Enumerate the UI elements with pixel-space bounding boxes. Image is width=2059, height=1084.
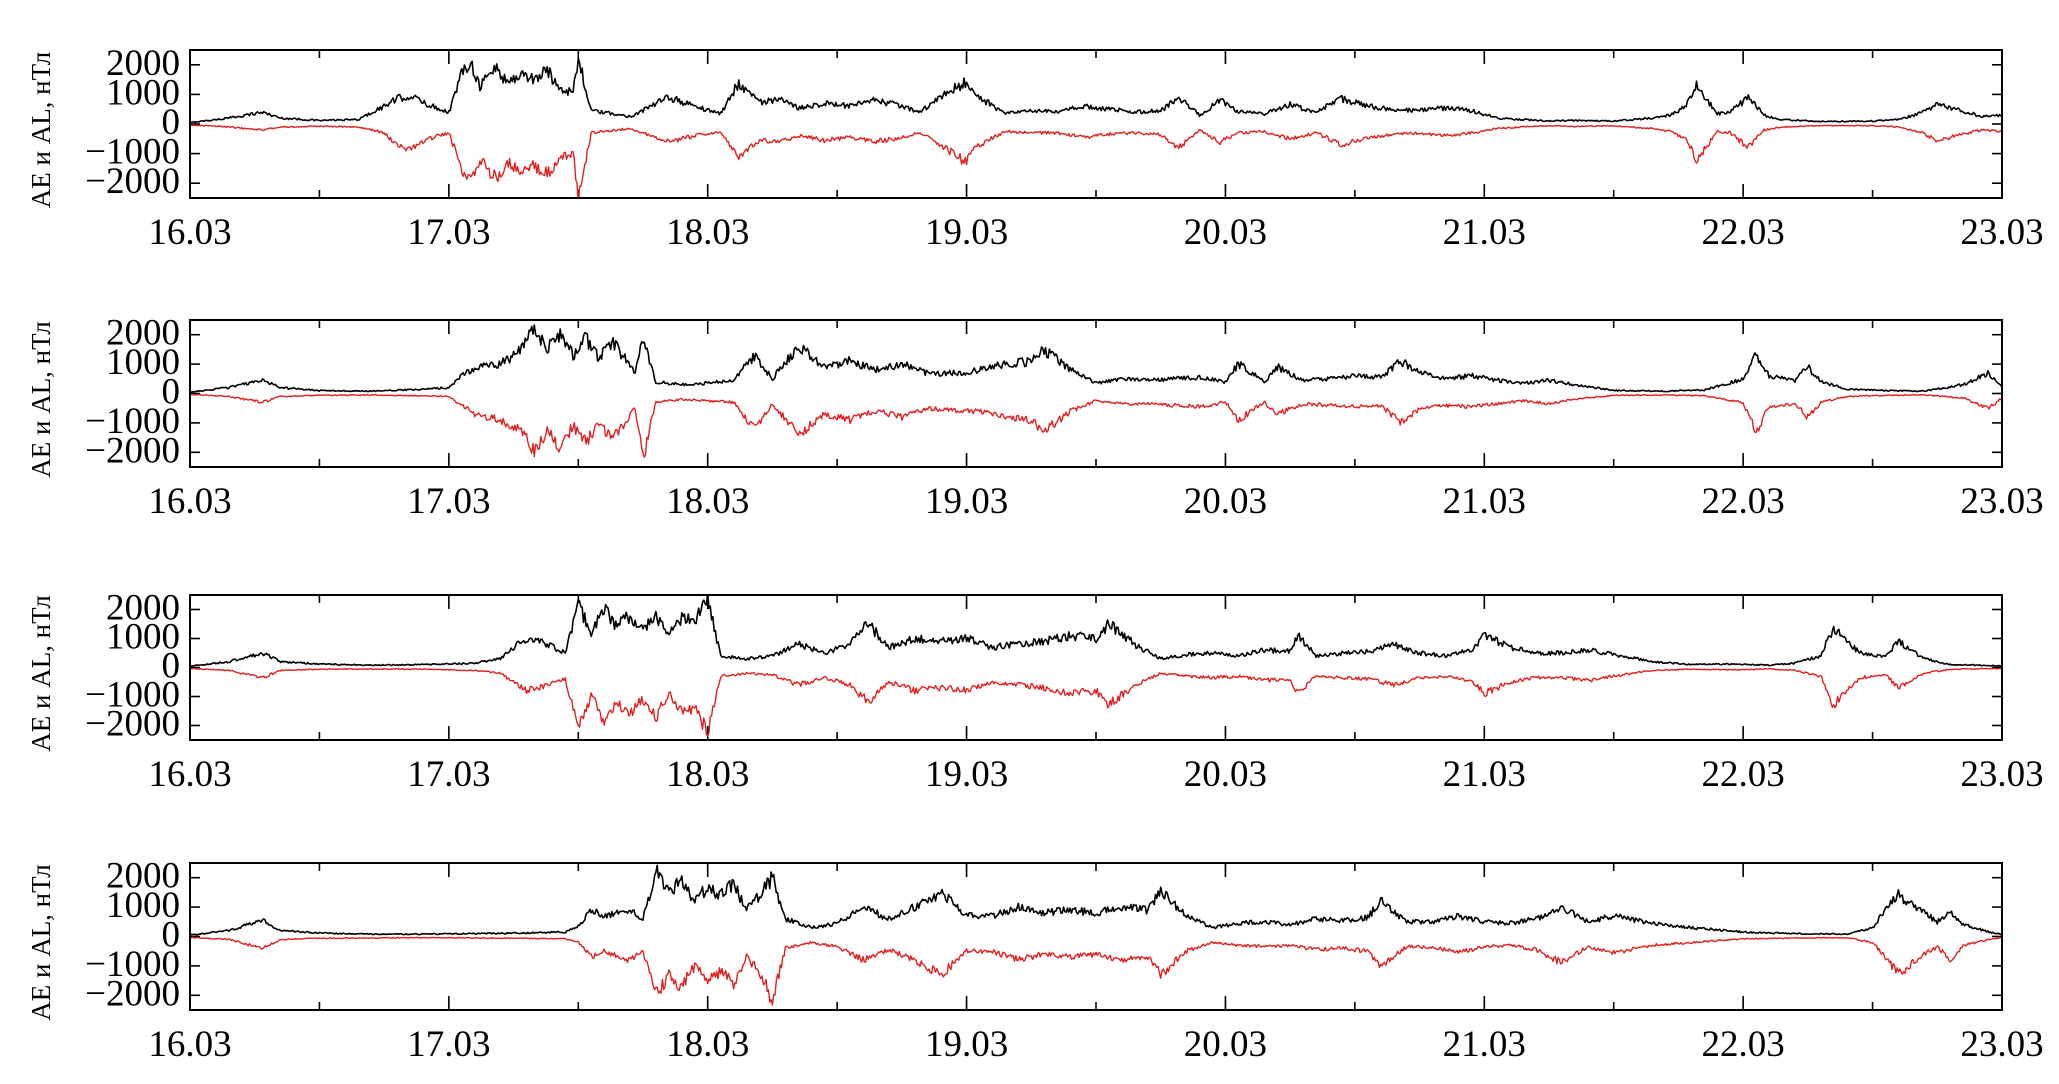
y-tick-label: 1000 bbox=[106, 72, 180, 113]
y-tick-label: 0 bbox=[162, 102, 181, 143]
x-tick-label: 19.03 bbox=[925, 212, 1008, 253]
panel-4: 16.03 17.03 18.03 19.03 20.03 21.03 22.03 23.03… bbox=[26, 856, 2044, 1065]
x-tick-label: 21.03 bbox=[1443, 754, 1526, 795]
x-tick-label: 20.03 bbox=[1184, 481, 1267, 522]
x-tick-label: 17.03 bbox=[407, 1024, 490, 1065]
x-tick-label: 20.03 bbox=[1184, 212, 1267, 253]
x-tick-label: 19.03 bbox=[925, 1024, 1008, 1065]
x-tick-label: 22.03 bbox=[1702, 481, 1785, 522]
x-tick-label: 16.03 bbox=[148, 212, 231, 253]
series-line-red bbox=[191, 124, 2001, 197]
series-line-red bbox=[191, 667, 2001, 737]
plot-frame bbox=[189, 862, 2003, 1011]
y-tick-label: −1000 bbox=[85, 944, 180, 985]
x-tick-label: 18.03 bbox=[666, 212, 749, 253]
x-tick-label: 21.03 bbox=[1443, 1024, 1526, 1065]
x-tick-label: 23.03 bbox=[1960, 481, 2043, 522]
y-tick-label: 2000 bbox=[106, 313, 180, 354]
x-tick-label: 21.03 bbox=[1443, 481, 1526, 522]
y-tick-label: −1000 bbox=[85, 675, 180, 716]
x-tick-label: 18.03 bbox=[666, 1024, 749, 1065]
y-tick-label: −1000 bbox=[85, 401, 180, 442]
x-tick-label: 23.03 bbox=[1960, 212, 2043, 253]
y-axis-title: AE и AL, нТл bbox=[26, 595, 56, 752]
y-tick-label: 1000 bbox=[106, 885, 180, 926]
x-tick-label: 20.03 bbox=[1184, 1024, 1267, 1065]
x-tick-label: 22.03 bbox=[1702, 754, 1785, 795]
y-tick-label: 0 bbox=[162, 646, 181, 687]
y-tick-label: −2000 bbox=[85, 704, 180, 745]
x-tick-label: 17.03 bbox=[407, 481, 490, 522]
series-line-red bbox=[191, 936, 2001, 1006]
x-tick-label: 22.03 bbox=[1702, 212, 1785, 253]
x-tick-label: 16.03 bbox=[148, 754, 231, 795]
y-tick-label: 2000 bbox=[106, 43, 180, 84]
x-tick-label: 23.03 bbox=[1960, 1024, 2043, 1065]
y-tick-label: 2000 bbox=[106, 856, 180, 897]
x-tick-label: 21.03 bbox=[1443, 212, 1526, 253]
series-line-black bbox=[191, 324, 2001, 393]
y-tick-label: −2000 bbox=[85, 161, 180, 202]
x-tick-label: 19.03 bbox=[925, 754, 1008, 795]
y-tick-label: 0 bbox=[162, 372, 181, 413]
y-axis-title: AE и AL, нТл bbox=[26, 52, 56, 209]
y-tick-label: −2000 bbox=[85, 430, 180, 471]
series-line-red bbox=[191, 393, 2001, 458]
x-tick-label: 22.03 bbox=[1702, 1024, 1785, 1065]
plot-frame bbox=[189, 319, 2003, 468]
x-tick-label: 17.03 bbox=[407, 754, 490, 795]
panel-1: 16.03 17.03 18.03 19.03 20.03 21.03 22.03 23.03… bbox=[26, 43, 2044, 253]
y-axis-title: AE и AL, нТл bbox=[26, 321, 56, 478]
panel-3: 16.03 17.03 18.03 19.03 20.03 21.03 22.03 23.03… bbox=[26, 588, 2044, 796]
y-tick-label: 2000 bbox=[106, 588, 180, 629]
x-tick-label: 16.03 bbox=[148, 1024, 231, 1065]
series-line-black bbox=[191, 57, 2001, 124]
x-tick-label: 23.03 bbox=[1960, 754, 2043, 795]
panel-2: 16.03 17.03 18.03 19.03 20.03 21.03 22.03 23.03… bbox=[26, 313, 2044, 522]
y-tick-label: −1000 bbox=[85, 132, 180, 173]
x-tick-label: 20.03 bbox=[1184, 754, 1267, 795]
y-axis-title: AE и AL, нТл bbox=[26, 864, 56, 1021]
x-tick-label: 18.03 bbox=[666, 481, 749, 522]
y-tick-label: 0 bbox=[162, 915, 181, 956]
series-line-black bbox=[191, 596, 2001, 667]
plot-frame bbox=[189, 594, 2003, 741]
y-tick-label: −2000 bbox=[85, 973, 180, 1014]
x-tick-label: 17.03 bbox=[407, 212, 490, 253]
x-tick-label: 18.03 bbox=[666, 754, 749, 795]
x-tick-label: 16.03 bbox=[148, 481, 231, 522]
x-tick-label: 19.03 bbox=[925, 481, 1008, 522]
y-tick-label: 1000 bbox=[106, 342, 180, 383]
y-tick-label: 1000 bbox=[106, 617, 180, 658]
series-line-black bbox=[191, 864, 2001, 936]
